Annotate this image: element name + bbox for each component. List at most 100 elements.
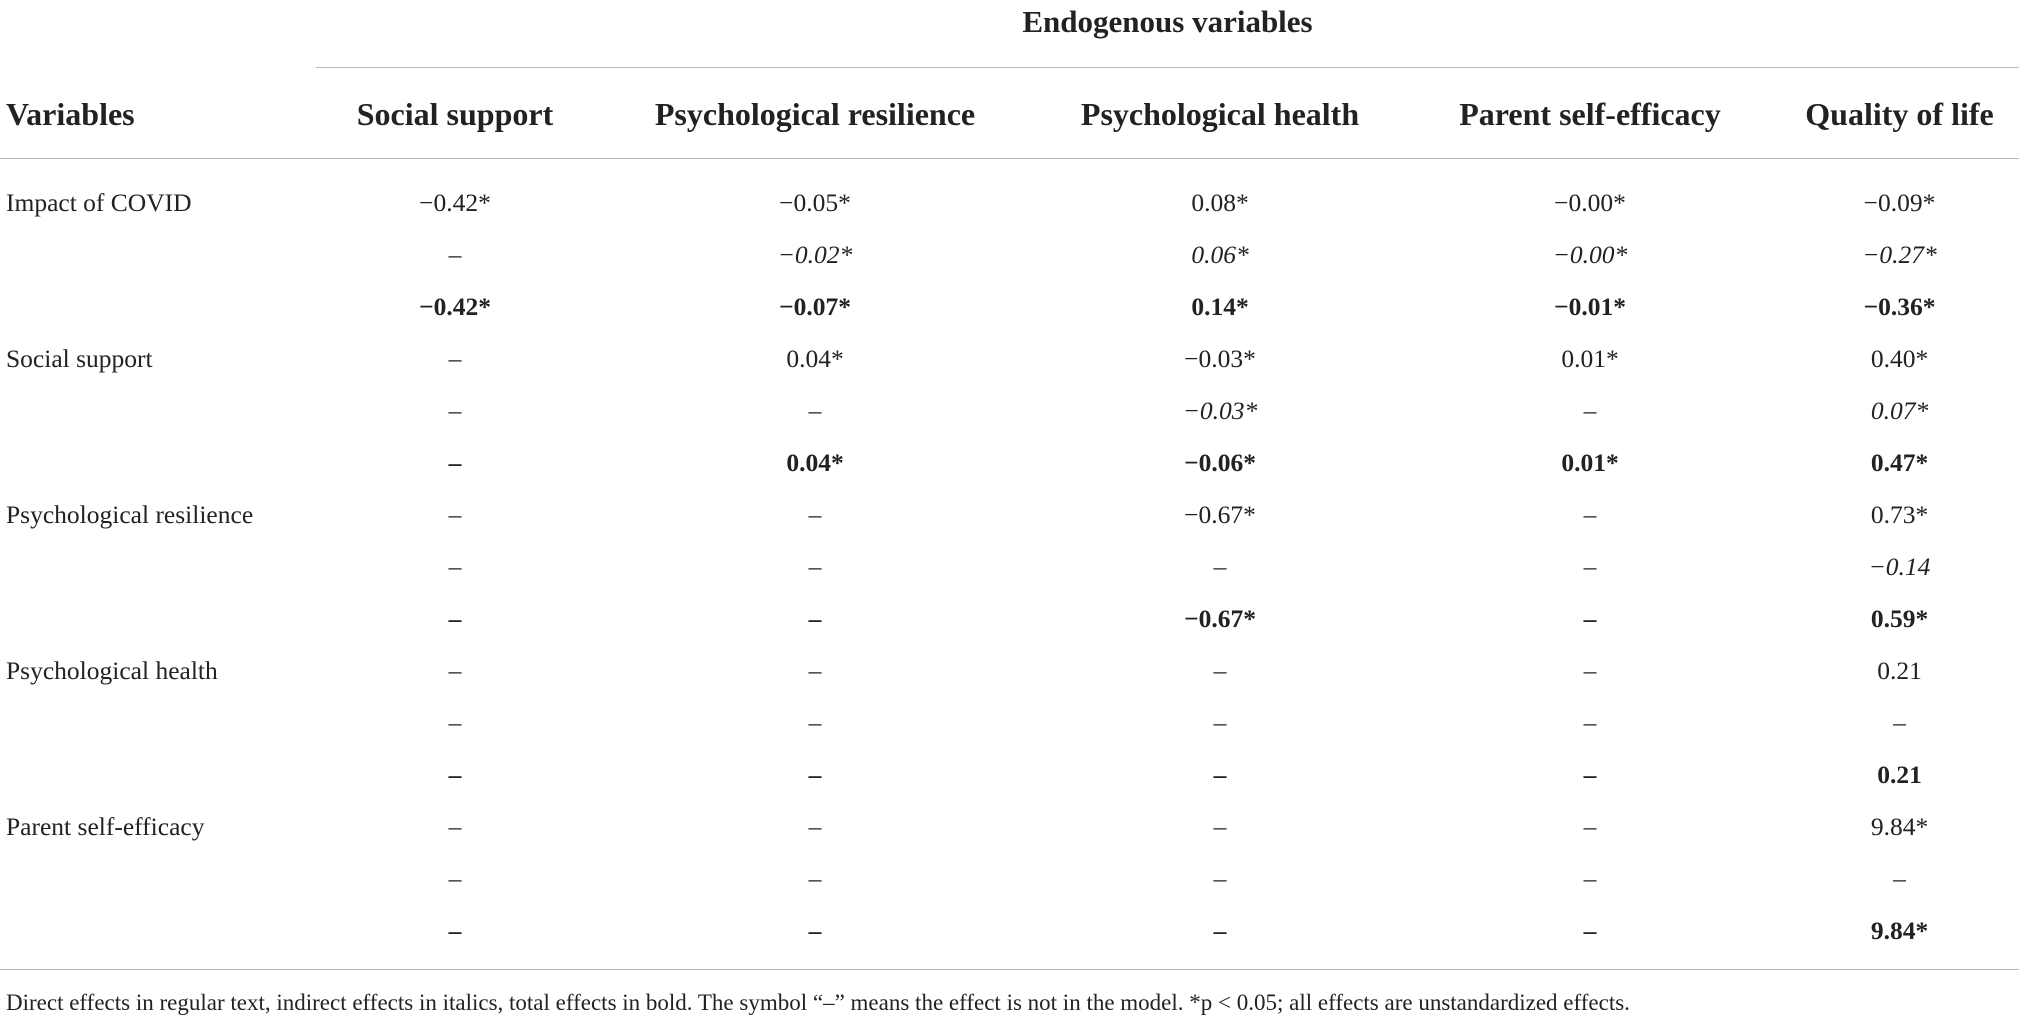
- table-cell: −0.02*: [777, 240, 853, 269]
- table-cell: –: [448, 656, 462, 685]
- table-cell: −0.01*: [1554, 292, 1626, 321]
- table-cell: –: [448, 344, 462, 373]
- column-header-psychological-resilience: Psychological resilience: [654, 96, 976, 132]
- table-cell: –: [1583, 916, 1597, 945]
- table-cell: –: [1893, 708, 1906, 737]
- table-footnote: Direct effects in regular text, indirect…: [6, 990, 1630, 1015]
- group-header-endogenous-variables: Endogenous variables: [1022, 4, 1313, 39]
- table-cell: −0.36*: [1863, 292, 1936, 321]
- table-row: Social support – 0.04* −0.03* 0.01* 0.40…: [0, 333, 2019, 385]
- table-cell: –: [1213, 812, 1227, 841]
- table-cell: −0.27*: [1862, 240, 1937, 269]
- table-cell: –: [448, 448, 462, 477]
- table-cell: –: [1893, 864, 1906, 893]
- table-cell: −0.09*: [1863, 188, 1936, 217]
- table-row: – −0.02* 0.06* −0.00* −0.27*: [0, 229, 2019, 281]
- table-cell: 0.59*: [1870, 604, 1929, 633]
- table-cell: −0.00*: [1554, 188, 1626, 217]
- column-header-variables: Variables: [6, 96, 135, 132]
- table-cell: –: [808, 604, 822, 633]
- row-label: Psychological health: [6, 656, 218, 685]
- table-row: −0.42* −0.07* 0.14* −0.01* −0.36*: [0, 281, 2019, 333]
- table-cell: 0.08*: [1191, 188, 1249, 217]
- table-cell: –: [448, 240, 462, 269]
- table-row: – – – – 0.21: [0, 749, 2019, 801]
- table-cell: –: [808, 656, 822, 685]
- table-cell: –: [1583, 864, 1597, 893]
- table-row: Impact of COVID −0.42* −0.05* 0.08* −0.0…: [0, 177, 2019, 229]
- table-cell: –: [448, 396, 462, 425]
- column-header-row: Variables Social support Psychological r…: [0, 84, 2019, 144]
- table-cell: 0.73*: [1870, 500, 1929, 529]
- row-label: Social support: [6, 344, 153, 373]
- column-header-psychological-health: Psychological health: [1080, 96, 1360, 132]
- table-cell: –: [1583, 500, 1597, 529]
- table-cell: 0.14*: [1191, 292, 1249, 321]
- table-cell: –: [448, 604, 462, 633]
- table-cell: –: [448, 552, 462, 581]
- table-row: – – – – –: [0, 853, 2019, 905]
- table-cell: –: [1213, 864, 1227, 893]
- table-row: – – – – −0.14: [0, 541, 2019, 593]
- table-cell: –: [1583, 760, 1597, 789]
- table-cell: −0.67*: [1184, 604, 1256, 633]
- row-label: Psychological resilience: [6, 500, 254, 529]
- table-row: – – – – –: [0, 697, 2019, 749]
- table-cell: –: [808, 552, 822, 581]
- table-row: – – −0.03* – 0.07*: [0, 385, 2019, 437]
- table-cell: –: [808, 760, 822, 789]
- table-cell: −0.00*: [1552, 240, 1628, 269]
- table-cell: 0.01*: [1561, 344, 1619, 373]
- table-cell: –: [1213, 760, 1227, 789]
- table-cell: –: [448, 760, 462, 789]
- table-cell: 0.47*: [1870, 448, 1929, 477]
- group-header-rule: [316, 67, 2019, 68]
- table-cell: 9.84*: [1870, 916, 1929, 945]
- table-cell: –: [448, 864, 462, 893]
- header-rule: [0, 158, 2019, 159]
- table-cell: –: [1213, 552, 1227, 581]
- table-cell: –: [808, 864, 822, 893]
- table-row: – – – – 9.84*: [0, 905, 2019, 957]
- table-cell: 0.04*: [786, 344, 844, 373]
- table-row: – 0.04* −0.06* 0.01* 0.47*: [0, 437, 2019, 489]
- table-cell: 0.21: [1877, 760, 1922, 789]
- table-cell: –: [808, 708, 822, 737]
- table-cell: 0.01*: [1561, 448, 1619, 477]
- table-cell: –: [1213, 708, 1227, 737]
- row-label: Impact of COVID: [6, 188, 192, 217]
- table-cell: –: [1213, 656, 1227, 685]
- table-row: Parent self-efficacy – – – – 9.84*: [0, 801, 2019, 853]
- table-cell: −0.42*: [419, 292, 491, 321]
- column-header-quality-of-life: Quality of life: [1805, 96, 1994, 132]
- table-cell: –: [448, 708, 462, 737]
- row-label: Parent self-efficacy: [6, 812, 205, 841]
- table-cell: 0.21: [1877, 656, 1922, 685]
- table-cell: –: [1583, 708, 1597, 737]
- table-cell: –: [1583, 552, 1597, 581]
- table-cell: 0.40*: [1870, 344, 1929, 373]
- table-cell: 0.04*: [786, 448, 844, 477]
- table-cell: –: [448, 500, 462, 529]
- table-cell: −0.07*: [779, 292, 851, 321]
- table-cell: –: [808, 396, 822, 425]
- table-cell: –: [1583, 812, 1597, 841]
- table-cell: –: [448, 812, 462, 841]
- table-cell: −0.03*: [1182, 396, 1258, 425]
- table-cell: −0.14: [1868, 552, 1931, 581]
- table-cell: –: [1583, 604, 1597, 633]
- column-header-social-support: Social support: [356, 96, 554, 132]
- table-cell: 0.07*: [1870, 396, 1929, 425]
- column-header-parent-self-efficacy: Parent self-efficacy: [1459, 96, 1721, 132]
- bottom-rule: [0, 969, 2019, 970]
- table-cell: –: [1213, 916, 1227, 945]
- table-cell: −0.03*: [1184, 344, 1256, 373]
- table-cell: –: [1583, 656, 1597, 685]
- table-cell: 9.84*: [1870, 812, 1929, 841]
- table-cell: −0.67*: [1184, 500, 1256, 529]
- table-cell: −0.06*: [1184, 448, 1256, 477]
- table-row: – – −0.67* – 0.59*: [0, 593, 2019, 645]
- table-cell: 0.06*: [1191, 240, 1249, 269]
- table-cell: –: [448, 916, 462, 945]
- table-cell: –: [808, 916, 822, 945]
